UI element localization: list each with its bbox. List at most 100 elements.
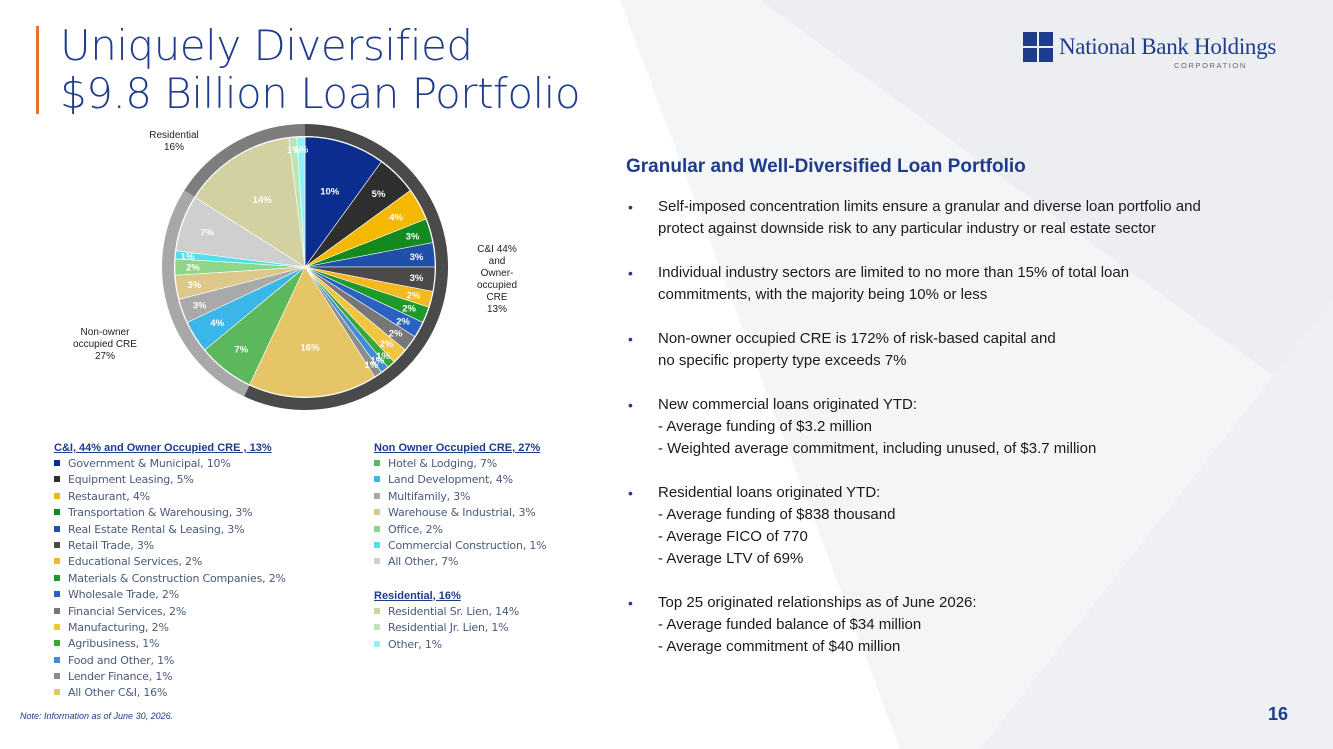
ci-label-line: 13% [486,304,507,315]
title-line-2: $9.8 Billion Loan Portfolio [60,69,581,118]
pie-group-ring [184,124,306,197]
legend-item: Other, 1% [374,637,546,653]
bullet-dot-icon: • [628,199,633,215]
bullet-dot-icon: • [628,331,633,347]
pie-slice-label: 7% [234,345,248,356]
legend-item-label: All Other C&I, 16% [68,686,168,700]
non-owner-group-label: Non-owner occupied CRE 27% [60,327,150,363]
ci-label-line: Owner- [480,268,514,279]
pie-slice-label: 16% [301,342,321,353]
legend-item-label: Retail Trade, 3% [68,538,154,552]
pie-slice-label: 2% [389,328,403,339]
legend-item-label: Materials & Construction Companies, 2% [68,571,286,585]
page-title: Uniquely Diversified $9.8 Billion Loan P… [60,21,581,118]
pie-chart-svg: 10% 5%4%3%3%3%2%2%2%2%2%1%1%1%16%7%4%3%3%… [162,124,448,410]
ci-label-line: CRE [486,292,508,303]
legend-swatch [54,541,60,548]
bullet-text: protect against downside risk to any par… [658,220,1156,237]
pie-slice-label: 1% [294,145,308,156]
legend-item-label: Wholesale Trade, 2% [68,588,179,602]
legend-item-label: Residential Jr. Lien, 1% [388,621,509,635]
pie-slice-label: 4% [389,212,403,223]
pie-slice-label: 1% [287,145,301,156]
bullet-text: Residential loans originated YTD: [658,484,881,501]
residential-group-label: Residential 16% [134,130,214,154]
legend-item-label: Agribusiness, 1% [68,637,160,651]
legend-swatch [374,640,380,647]
bullet-text: Non-owner occupied CRE is 172% of risk-b… [658,330,1056,347]
bullet-item: • Top 25 originated relationships as of J… [626,592,1306,658]
bullet-subitem: - Weighted average commitment, including… [658,440,1097,457]
pie-legend: C&I, 44% and Owner Occupied CRE , 13% Go… [36,440,586,702]
legend-swatch [54,673,60,680]
pie-slice-label: 3% [193,300,207,311]
legend-item: Residential Jr. Lien, 1% [374,620,546,636]
legend-item-label: Hotel & Lodging, 7% [388,457,497,470]
legend-swatch [54,623,60,630]
legend-item-label: Other, 1% [388,637,442,651]
legend-swatch [54,558,60,565]
legend-item-label: Equipment Leasing, 5% [68,473,194,487]
title-line-1: Uniquely Diversified [60,21,473,70]
legend-item: Financial Services, 2% [54,604,286,620]
legend-swatch [54,460,60,466]
legend-item: Restaurant, 4% [54,489,286,505]
pie-slice-label: 2% [407,290,421,301]
non-owner-label-line: 27% [94,351,115,362]
legend-item: Multifamily, 3% [374,489,546,505]
legend-item-label: Restaurant, 4% [68,489,150,503]
legend-item-label: Multifamily, 3% [388,489,471,503]
legend-item: All Other, 7% [374,554,546,570]
legend-item: Agribusiness, 1% [54,636,286,652]
pie-slice-label: 3% [188,280,202,291]
pie-slice-label: 2% [186,263,200,274]
legend-item-label: Educational Services, 2% [68,555,203,569]
bullet-item: • Non-owner occupied CRE is 172% of risk-… [626,328,1306,372]
legend-swatch [54,607,60,614]
legend-swatch [374,476,380,483]
bullet-item: • New commercial loans originated YTD: - A… [626,394,1306,460]
legend-item-label: Government & Municipal, 10% [68,457,231,470]
pie-slice-label: 3% [406,231,420,242]
legend-item: Manufacturing, 2% [54,620,286,636]
legend-item: Wholesale Trade, 2% [54,587,286,603]
residential-label-line: 16% [163,142,184,153]
legend-swatch [54,574,60,581]
page-number: 16 [1268,704,1289,724]
bullet-text: Self-imposed concentration limits ensure… [658,198,1201,215]
legend-item: Government & Municipal, 10% [54,456,286,472]
bullet-text: Top 25 originated relationships as of Ju… [658,594,977,611]
legend-item: Materials & Construction Companies, 2% [54,571,286,587]
legend-swatch [54,476,60,483]
legend-item-label: All Other, 7% [388,555,459,569]
bullet-text: New commercial loans originated YTD: [658,396,917,413]
logo-name: National Bank Holdings [1059,34,1276,59]
bullet-list: • Self-imposed concentration limits ensur… [626,196,1306,658]
non-owner-label-line: occupied CRE [73,339,137,350]
pie-slice-label: 2% [402,304,416,315]
pie-slice [304,136,382,268]
bullet-text: Individual industry sectors are limited … [658,264,1130,281]
logo-mark-icon [1023,32,1053,62]
legend-swatch [374,558,380,565]
legend-column-ci: C&I, 44% and Owner Occupied CRE , 13% Go… [54,440,286,702]
legend-swatch [54,591,60,598]
bullet-dot-icon: • [628,265,633,281]
legend-swatch [54,656,60,663]
company-logo: National Bank Holdings CORPORATION [1023,32,1293,72]
legend-swatch [374,460,380,466]
bullet-dot-icon: • [628,595,633,611]
residential-label-line: Residential [149,130,199,141]
legend-item: Lender Finance, 1% [54,669,286,685]
footnote: Note: Information as of June 30, 2026. [20,711,174,721]
bullet-subitem: - Average LTV of 69% [658,550,804,567]
legend-item-label: Transportation & Warehousing, 3% [68,506,253,520]
pie-group-ring [162,190,250,397]
bullet-subitem: - Average FICO of 770 [658,528,808,545]
legend-swatch [374,509,380,516]
legend-item-label: Manufacturing, 2% [68,620,169,634]
pie-slice [296,136,306,268]
bullet-item: • Self-imposed concentration limits ensur… [626,196,1306,240]
bullet-subitem: - Average commitment of $40 million [658,638,901,655]
legend-item: Transportation & Warehousing, 3% [54,505,286,521]
